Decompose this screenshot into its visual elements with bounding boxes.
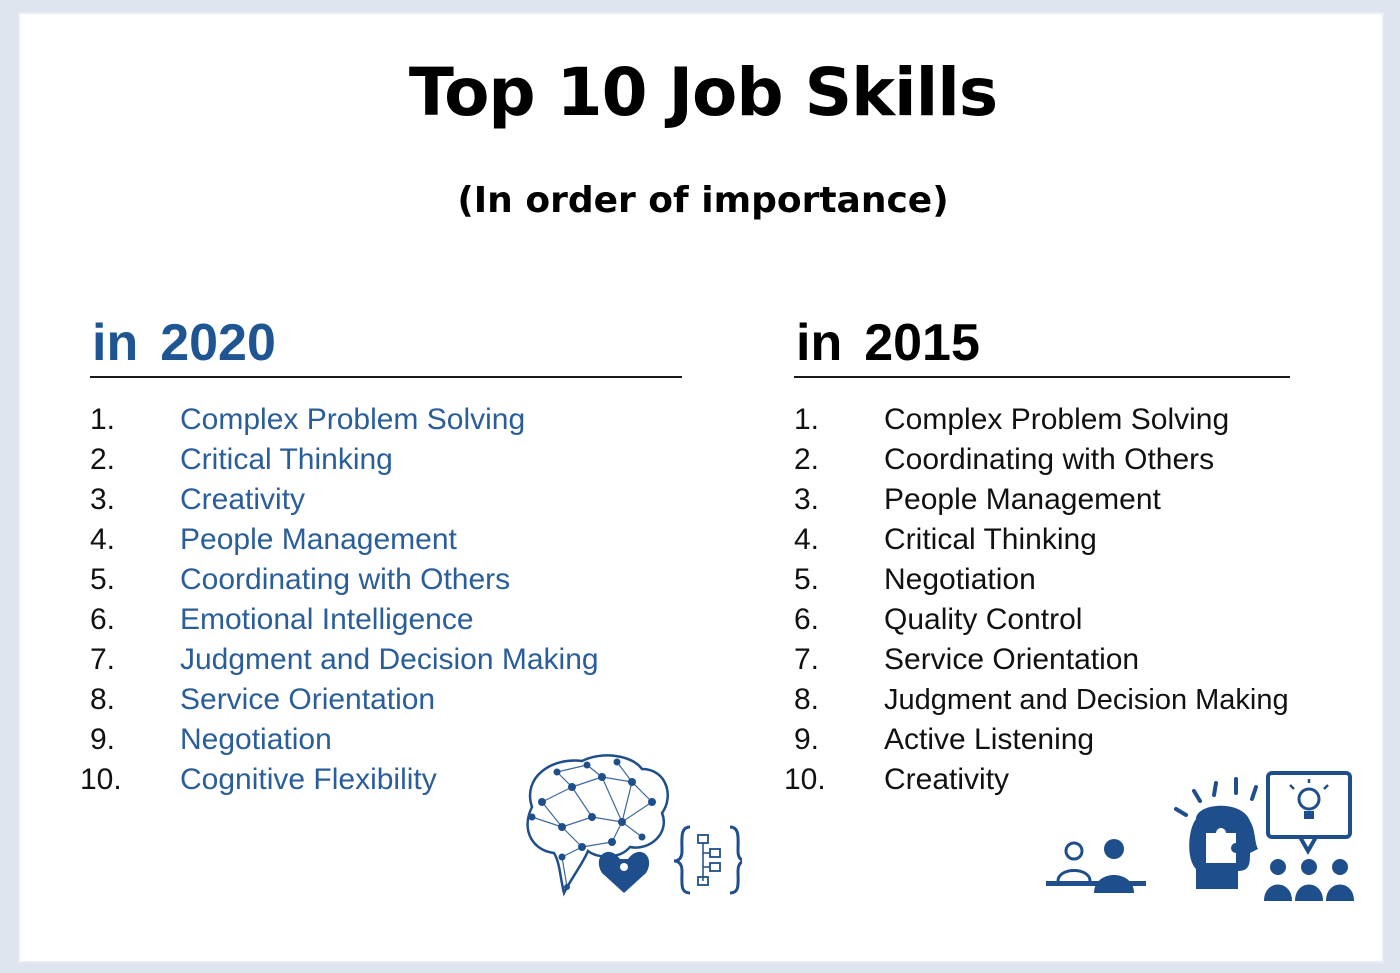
rank-number: 5. — [794, 563, 820, 596]
rank-number: 7. — [794, 643, 820, 676]
list-item: 7. Judgment and Decision Making — [90, 640, 690, 680]
head-puzzle-idea-icon — [1174, 777, 1258, 889]
rank-number: 4. — [794, 523, 820, 556]
skill-name: Complex Problem Solving — [180, 403, 526, 436]
rank-number: 6. — [794, 603, 820, 636]
skill-name: Critical Thinking — [884, 523, 1097, 556]
list-item: 2. Coordinating with Others — [794, 440, 1384, 480]
skill-name: Coordinating with Others — [884, 443, 1215, 476]
meeting-desk-icon — [1046, 839, 1146, 893]
list-item: 4. People Management — [90, 520, 690, 560]
skills-list-2020: 1. Complex Problem Solving 2. Critical Thi… — [80, 400, 690, 800]
rank-number: 7. — [90, 643, 116, 676]
presentation-audience-icon — [1264, 771, 1354, 901]
skill-name: Negotiation — [180, 723, 332, 756]
skill-name: Creativity — [884, 763, 1010, 796]
list-item: 3. Creativity — [90, 480, 690, 520]
rank-number: 9. — [90, 723, 116, 756]
rank-number: 9. — [794, 723, 820, 756]
year-value: 2020 — [160, 314, 276, 372]
code-flowchart-icon — [673, 825, 747, 895]
year-prefix: in — [796, 314, 843, 372]
brain-network-icon — [526, 754, 669, 897]
skill-name: Emotional Intelligence — [180, 603, 474, 636]
heading-divider — [794, 376, 1290, 378]
rank-number: 2. — [794, 443, 820, 476]
rank-number: 10. — [80, 763, 122, 796]
rank-number: 1. — [794, 403, 820, 436]
skill-name: Creativity — [180, 483, 306, 516]
list-item: 5. Negotiation — [794, 560, 1384, 600]
column-2020: in 2020 1. Complex Problem Solving 2. Criti… — [80, 310, 690, 800]
skill-name: Active Listening — [884, 723, 1095, 756]
rank-number: 4. — [90, 523, 116, 556]
rank-number: 8. — [794, 683, 820, 716]
page-subtitle: (In order of importance) — [457, 180, 949, 221]
skill-name: Quality Control — [884, 603, 1083, 636]
list-item: 4. Critical Thinking — [794, 520, 1384, 560]
skill-name: Coordinating with Others — [180, 563, 511, 596]
rank-number: 10. — [784, 763, 826, 796]
list-item: 6. Quality Control — [794, 600, 1384, 640]
list-item: 6. Emotional Intelligence — [90, 600, 690, 640]
year-heading-2020: in 2020 — [92, 310, 690, 376]
skill-name: Judgment and Decision Making — [180, 643, 599, 676]
column-2015: in 2015 1. Complex Problem Solving 2. Coord… — [784, 310, 1384, 800]
skill-name: Cognitive Flexibility — [180, 763, 437, 796]
year-value: 2015 — [864, 314, 980, 372]
rank-number: 3. — [90, 483, 116, 516]
page-title: Top 10 Job Skills — [408, 54, 998, 131]
list-item: 10. Creativity — [784, 760, 1384, 800]
icons-2015 — [1046, 769, 1366, 909]
skill-name: Judgment and Decision Making — [884, 684, 1289, 716]
list-item: 7. Service Orientation — [794, 640, 1384, 680]
list-item: 8. Judgment and Decision Making — [794, 680, 1384, 720]
skill-name: Service Orientation — [180, 683, 436, 716]
skill-name: Complex Problem Solving — [884, 403, 1230, 436]
rank-number: 6. — [90, 603, 116, 636]
list-item: 9. Active Listening — [794, 720, 1384, 760]
year-prefix: in — [92, 314, 139, 372]
skills-list-2015: 1. Complex Problem Solving 2. Coordinating… — [784, 400, 1384, 800]
list-item: 2. Critical Thinking — [90, 440, 690, 480]
skill-name: Negotiation — [884, 563, 1036, 596]
list-item: 1. Complex Problem Solving — [90, 400, 690, 440]
rank-number: 5. — [90, 563, 116, 596]
list-item: 8. Service Orientation — [90, 680, 690, 720]
list-item: 5. Coordinating with Others — [90, 560, 690, 600]
skill-name: Critical Thinking — [180, 443, 393, 476]
list-item: 10. Cognitive Flexibility — [80, 760, 690, 800]
list-item: 1. Complex Problem Solving — [794, 400, 1384, 440]
skill-name: People Management — [884, 483, 1161, 516]
rank-number: 3. — [794, 483, 820, 516]
skill-name: Service Orientation — [884, 643, 1140, 676]
skill-name: People Management — [180, 523, 457, 556]
year-heading-2015: in 2015 — [796, 310, 1384, 376]
icons-2020 — [502, 747, 747, 897]
list-item: 3. People Management — [794, 480, 1384, 520]
heart-puzzle-icon — [598, 851, 650, 893]
rank-number: 2. — [90, 443, 116, 476]
infographic-card: Top 10 Job Skills (In order of importanc… — [18, 12, 1384, 963]
rank-number: 1. — [90, 403, 116, 436]
heading-divider — [90, 376, 682, 378]
rank-number: 8. — [90, 683, 116, 716]
list-item: 9. Negotiation — [90, 720, 690, 760]
